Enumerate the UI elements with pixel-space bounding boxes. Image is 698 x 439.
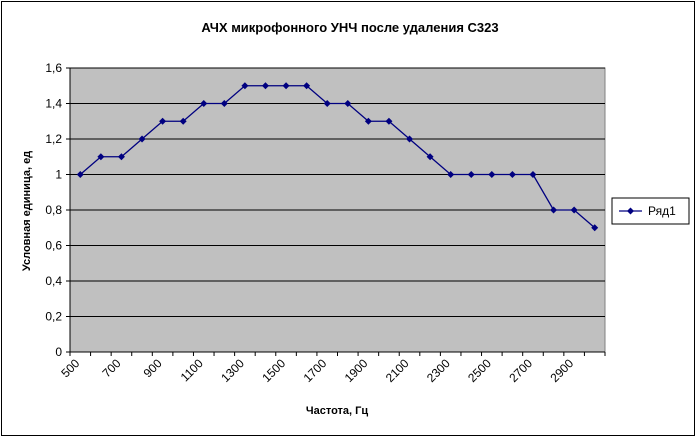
data-point (467, 171, 475, 178)
data-point (200, 100, 208, 107)
x-tick-label: 2900 (547, 356, 576, 385)
data-point (488, 171, 496, 178)
y-tick-label: 0,6 (45, 239, 62, 253)
data-point (76, 171, 84, 178)
data-point (138, 135, 146, 143)
x-tick-label: 2100 (383, 356, 412, 385)
data-point (529, 171, 537, 178)
data-point (508, 171, 516, 178)
x-tick-label: 2700 (506, 356, 535, 385)
y-tick-label: 0,8 (45, 203, 62, 217)
data-point (323, 100, 331, 107)
data-point (159, 117, 167, 125)
data-point (570, 206, 578, 214)
data-point (179, 117, 187, 125)
data-point (220, 100, 228, 107)
y-tick-label: 0,2 (45, 310, 62, 324)
x-tick-label: 2500 (465, 356, 494, 385)
data-point (344, 100, 352, 107)
x-tick-label: 500 (58, 356, 82, 380)
data-point (385, 117, 393, 125)
legend: Ряд1 (611, 197, 690, 225)
x-tick-label: 1100 (178, 356, 206, 384)
data-point (261, 82, 269, 90)
data-point (406, 135, 414, 143)
x-tick-label: 1500 (259, 356, 288, 385)
x-tick-label: 1700 (301, 356, 330, 385)
data-point (426, 153, 434, 161)
y-tick-label: 1,2 (45, 132, 62, 146)
data-point (550, 206, 558, 214)
x-tick-label: 900 (141, 356, 165, 380)
data-point (303, 82, 311, 90)
y-tick-label: 1,4 (45, 97, 62, 111)
y-axis-title: Условная единица, ед (21, 151, 33, 271)
x-tick-label: 700 (99, 356, 123, 380)
data-point (117, 153, 125, 161)
data-point (97, 153, 105, 161)
x-tick-label: 2300 (424, 356, 453, 385)
data-point (364, 117, 372, 125)
data-point (591, 224, 599, 232)
legend-label: Ряд1 (648, 204, 676, 218)
x-tick-label: 1900 (342, 356, 371, 385)
data-point (282, 82, 290, 90)
y-tick-label: 0,4 (45, 274, 62, 288)
y-tick-label: 0 (55, 345, 62, 359)
y-tick-label: 1 (55, 168, 62, 182)
y-tick-label: 1,6 (45, 61, 62, 75)
x-tick-label: 1300 (218, 356, 247, 385)
data-point (241, 82, 249, 90)
x-axis-title: Частота, Гц (306, 405, 369, 417)
legend-marker (627, 207, 634, 215)
chart-title: АЧХ микрофонного УНЧ после удаления С323 (201, 20, 498, 35)
data-point (447, 171, 455, 178)
plot-area: 0 0,2 0,4 0,6 0,8 1 1,2 1,4 1,6 500 700 900 1100 1300… (45, 61, 606, 385)
